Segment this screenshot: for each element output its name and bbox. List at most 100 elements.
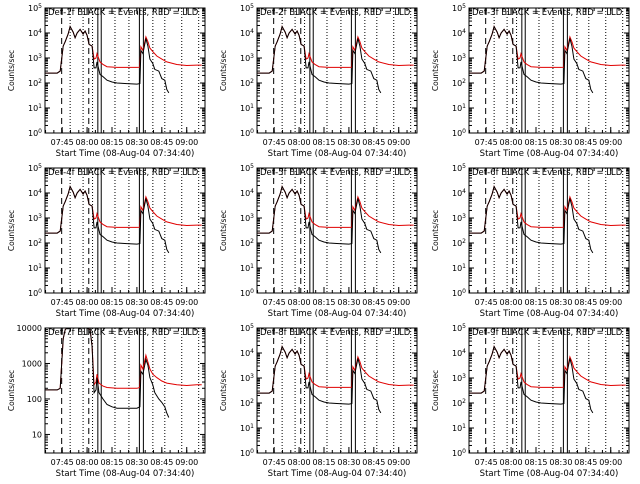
y-tick-label-exp: 0 (38, 288, 42, 295)
y-tick-label-base: 10 (452, 289, 462, 298)
y-tick-label: 101 (240, 423, 254, 433)
panel-title: Det-6f BLACK = Events, RED = LLD (472, 168, 623, 178)
y-tick-label-exp: 4 (462, 28, 466, 35)
x-tick-label: 08:15 (524, 138, 547, 147)
x-tick-label: 08:00 (76, 298, 99, 307)
x-tick-label: 08:45 (362, 138, 385, 147)
x-tick-label: 08:30 (337, 458, 360, 467)
y-tick-label: 105 (452, 163, 466, 173)
y-tick-label-base: 10 (28, 79, 38, 88)
y-tick-label-exp: 2 (462, 78, 466, 85)
y-tick-label-exp: 0 (250, 448, 254, 455)
x-tick-label: 08:00 (288, 458, 311, 467)
y-tick-label: 100 (28, 128, 42, 138)
y-tick-label-base: 10 (452, 104, 462, 113)
x-tick-label: 08:15 (312, 298, 335, 307)
y-axis-label: Counts/sec (219, 370, 228, 411)
y-tick-label-base: 10 (240, 29, 250, 38)
x-tick-label: 07:45 (475, 298, 498, 307)
y-tick-label: 103 (240, 373, 254, 383)
y-tick-label-base: 10 (452, 54, 462, 63)
marker-lines (485, 8, 624, 133)
x-tick-label: 08:15 (312, 138, 335, 147)
y-tick-label-base: 10 (452, 29, 462, 38)
x-tick-label: 07:45 (51, 458, 74, 467)
x-tick-label: 09:00 (387, 458, 410, 467)
marker-lines (61, 328, 200, 453)
x-tick-label: 09:00 (175, 298, 198, 307)
x-tick-label: 07:45 (51, 138, 74, 147)
y-axis-label: Counts/sec (219, 50, 228, 91)
y-tick-label-base: 10 (452, 129, 462, 138)
series-group (257, 25, 414, 94)
x-tick-label: 08:15 (524, 458, 547, 467)
marker-lines (485, 168, 624, 293)
y-tick-label-base: 10 (28, 189, 38, 198)
x-tick-label: 07:45 (263, 458, 286, 467)
y-tick-label-base: 10 (240, 349, 250, 358)
y-tick-label-base: 10 (452, 449, 462, 458)
x-axis-label: Start Time (08-Aug-04 07:34:40) (268, 469, 407, 479)
x-tick-label: 07:45 (475, 458, 498, 467)
x-tick-label: 08:30 (337, 298, 360, 307)
series-group (45, 25, 202, 94)
plot-frame (256, 167, 418, 294)
y-tick-label: 100 (452, 288, 466, 298)
y-tick-label-exp: 4 (38, 28, 42, 35)
y-tick-label-base: 10 (28, 239, 38, 248)
plot-frame (256, 7, 418, 134)
y-tick-label-base: 10 (452, 324, 462, 333)
y-tick-label-exp: 5 (250, 323, 254, 330)
series-events-line (257, 25, 382, 94)
series-events-line (45, 328, 170, 418)
y-tick-label: 103 (240, 53, 254, 63)
y-tick-label: 104 (28, 28, 42, 38)
y-tick-label-base: 10 (240, 4, 250, 13)
y-tick-label: 104 (240, 28, 254, 38)
series-events-line (257, 345, 382, 414)
series-lld-line (45, 328, 202, 391)
y-tick-label-base: 10 (240, 399, 250, 408)
y-tick-label: 104 (452, 28, 466, 38)
y-tick-label-exp: 1 (250, 263, 254, 270)
x-tick-label: 08:45 (574, 138, 597, 147)
x-tick-label: 08:15 (312, 458, 335, 467)
x-axis-label: Start Time (08-Aug-04 07:34:40) (268, 149, 407, 159)
x-tick-label: 08:30 (337, 138, 360, 147)
x-tick-label: 08:30 (549, 458, 572, 467)
y-tick-label-exp: 3 (462, 53, 466, 60)
y-tick-label: 104 (240, 348, 254, 358)
y-tick-label: 103 (452, 213, 466, 223)
y-tick-label-exp: 1 (38, 103, 42, 110)
panel-title: Det-9f BLACK = Events, RED = LLD (472, 328, 623, 338)
y-tick-label-base: 10 (452, 399, 462, 408)
y-tick-label-exp: 4 (250, 188, 254, 195)
y-tick-label-exp: 5 (250, 3, 254, 10)
x-tick-label: 09:00 (387, 298, 410, 307)
y-tick-label-exp: 4 (250, 348, 254, 355)
x-tick-label: 08:15 (100, 458, 123, 467)
y-tick-label: 104 (452, 348, 466, 358)
y-tick-label: 10000 (17, 324, 42, 333)
y-tick-label-exp: 2 (462, 238, 466, 245)
series-group (257, 345, 414, 414)
y-tick-label: 105 (28, 163, 42, 173)
y-tick-label-exp: 1 (250, 423, 254, 430)
plot-frame (468, 7, 630, 134)
x-tick-label: 09:00 (175, 458, 198, 467)
y-tick-label-base: 10 (28, 264, 38, 273)
x-tick-label: 07:45 (51, 298, 74, 307)
y-tick-label: 101 (240, 103, 254, 113)
y-tick-label-exp: 1 (38, 263, 42, 270)
y-axis-label: Counts/sec (7, 50, 16, 91)
y-tick-label-base: 10 (452, 374, 462, 383)
y-tick-label-exp: 1 (462, 103, 466, 110)
series-group (469, 345, 626, 414)
y-tick-label-exp: 3 (250, 53, 254, 60)
y-axis-label: Counts/sec (431, 50, 440, 91)
y-tick-label-exp: 3 (38, 53, 42, 60)
